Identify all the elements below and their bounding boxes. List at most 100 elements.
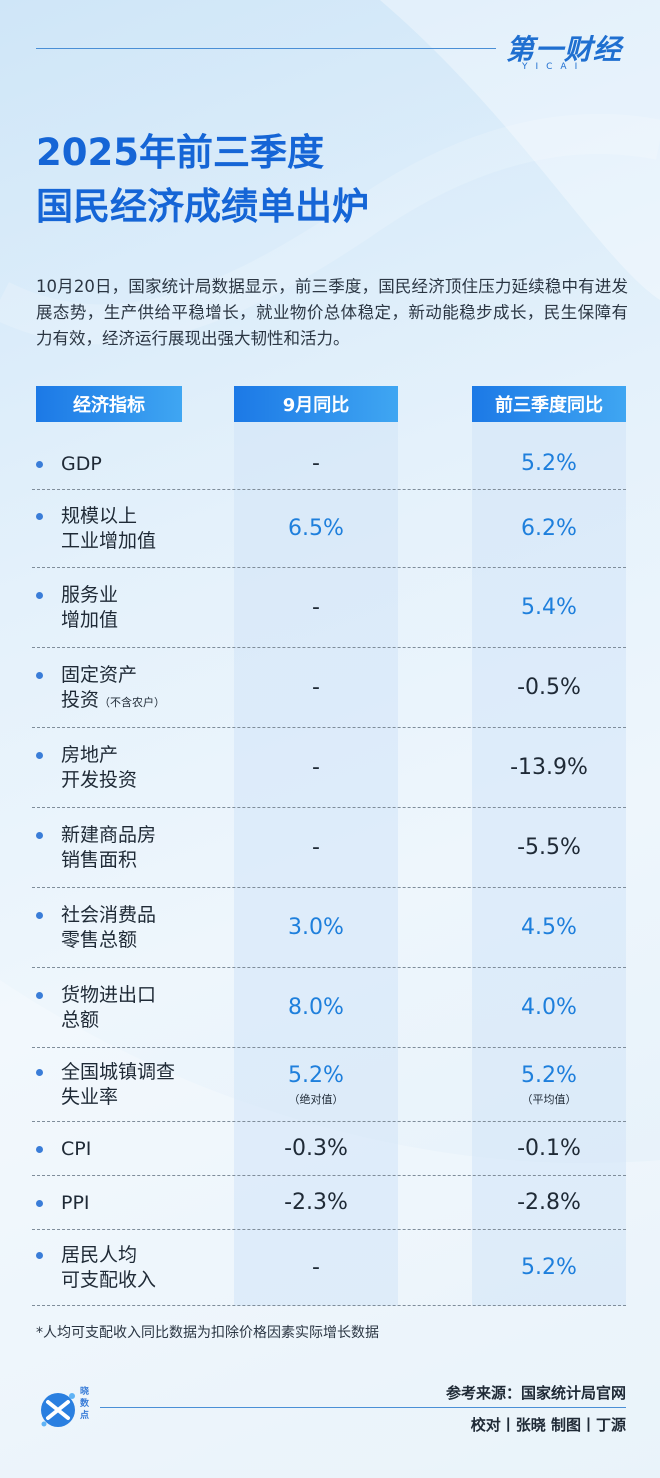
table-row: 全国城镇调查 失业率 5.2% （绝对值） 5.2% （平均值）	[32, 1048, 626, 1122]
ytd-value: 4.5%	[472, 915, 626, 941]
table-row: GDP - 5.2%	[32, 438, 626, 490]
table-row: 固定资产 投资（不含农户） - -0.5%	[32, 648, 626, 728]
ytd-value: 5.4%	[472, 595, 626, 621]
ytd-value-text: -5.5%	[517, 835, 581, 860]
september-value: -	[234, 675, 398, 701]
indicator-label: 新建商品房 销售面积	[61, 823, 156, 873]
indicator-label-line1: PPI	[61, 1191, 90, 1214]
indicator-label-line2: 总额	[61, 1009, 100, 1031]
indicator-label-line1: 新建商品房	[61, 824, 157, 846]
indicator-qualifier: （不含农户）	[99, 696, 166, 709]
ytd-value: 5.2% （平均值）	[472, 1063, 626, 1107]
september-value: 8.0%	[234, 995, 398, 1021]
row-bullet-icon	[36, 1069, 43, 1076]
footnote: *人均可支配收入同比数据为扣除价格因素实际增长数据	[36, 1325, 379, 1341]
indicator-label-line1: 货物进出口	[61, 984, 157, 1006]
ytd-value-text: -13.9%	[510, 755, 588, 780]
indicator-label-line1: GDP	[61, 452, 102, 475]
indicator-label: 规模以上 工业增加值	[61, 504, 156, 554]
september-value: 6.5%	[234, 516, 398, 542]
title-line-1: 2025年前三季度	[36, 131, 324, 174]
indicator-label-line2: 开发投资	[61, 769, 138, 791]
ytd-value: -5.5%	[472, 835, 626, 861]
ytd-value: 5.2%	[472, 1255, 626, 1281]
table-row: 规模以上 工业增加值 6.5% 6.2%	[32, 490, 626, 568]
table-row: 社会消费品零售总额 3.0% 4.5%	[32, 888, 626, 968]
ytd-value-text: 6.2%	[521, 516, 577, 541]
september-value-text: 8.0%	[288, 995, 344, 1020]
indicator-label: 服务业 增加值	[61, 583, 118, 633]
indicator-label: 居民人均 可支配收入	[61, 1243, 156, 1293]
september-value-text: -0.3%	[284, 1136, 348, 1161]
table-row: CPI -0.3% -0.1%	[32, 1122, 626, 1176]
source-credit: 参考来源：国家统计局官网	[445, 1384, 626, 1402]
ytd-value-text: 4.5%	[521, 915, 577, 940]
indicator-label-line1: 规模以上	[61, 505, 138, 527]
september-value-text: -	[312, 1255, 320, 1280]
logo-text: 第一财经	[506, 33, 623, 66]
ytd-value: -0.1%	[472, 1136, 626, 1162]
xiaoshudian-logo-icon	[41, 1393, 75, 1427]
header-indicator: 经济指标	[36, 386, 182, 422]
yicai-logo: 第一财经 YICAI	[506, 28, 630, 76]
september-value: -	[234, 755, 398, 781]
row-bullet-icon	[36, 1252, 43, 1259]
row-bullet-icon	[36, 992, 43, 999]
table-row: PPI -2.3% -2.8%	[32, 1176, 626, 1230]
indicator-label: PPI	[61, 1191, 90, 1216]
ytd-value-text: -0.1%	[517, 1136, 581, 1161]
row-bullet-icon	[36, 672, 43, 679]
september-value: -	[234, 835, 398, 861]
header-september-yoy: 9月同比	[234, 386, 398, 422]
table-row: 服务业增加值 - 5.4%	[32, 568, 626, 648]
ytd-value-text: 5.2%	[521, 1255, 577, 1280]
row-bullet-icon	[36, 513, 43, 520]
indicator-label-line2: 零售总额	[61, 929, 138, 951]
row-bullet-icon	[36, 752, 43, 759]
september-value-text: -	[312, 835, 320, 860]
ytd-value-text: 4.0%	[521, 995, 577, 1020]
september-value-text: 3.0%	[288, 915, 344, 940]
indicator-label: GDP	[61, 452, 102, 477]
row-bullet-icon	[36, 1199, 43, 1207]
indicator-label-line1: 社会消费品	[61, 904, 157, 926]
september-value: -	[234, 1255, 398, 1281]
indicator-label-line1: 全国城镇调查	[61, 1061, 176, 1083]
september-value-text: 5.2%	[288, 1063, 344, 1088]
column-band-ytd	[472, 386, 626, 1306]
indicator-label-line1: 服务业	[61, 584, 119, 606]
ytd-value-text: 5.2%	[521, 1063, 577, 1088]
ytd-value: 6.2%	[472, 516, 626, 542]
row-bullet-icon	[36, 1145, 43, 1153]
table-row: 货物进出口总额 8.0% 4.0%	[32, 968, 626, 1048]
indicator-label-line1: 居民人均	[61, 1244, 138, 1266]
ytd-value: -13.9%	[472, 755, 626, 781]
header-ytd-yoy: 前三季度同比	[472, 386, 626, 422]
row-bullet-icon	[36, 912, 43, 919]
indicator-label-line2: 投资	[61, 689, 100, 711]
intro-paragraph: 10月20日，国家统计局数据显示，前三季度，国民经济顶住压力延续稳中有进发展态势…	[36, 277, 628, 348]
september-value: -	[234, 451, 398, 477]
ytd-value: 4.0%	[472, 995, 626, 1021]
september-value: -	[234, 595, 398, 621]
september-value-text: -	[312, 755, 320, 780]
ytd-value: -2.8%	[472, 1190, 626, 1216]
indicator-label-line2: 失业率	[61, 1086, 119, 1108]
september-value: 5.2% （绝对值）	[234, 1063, 398, 1107]
header-rule	[36, 48, 496, 49]
logo-subtext: YICAI	[522, 62, 586, 72]
september-value-text: -	[312, 595, 320, 620]
september-value-text: -	[312, 451, 320, 476]
page-title: 2025年前三季度 国民经济成绩单出炉	[36, 126, 369, 234]
september-value: -0.3%	[234, 1136, 398, 1162]
indicator-label: 全国城镇调查 失业率	[61, 1060, 175, 1110]
author-credits: 校对丨张晓 制图丨丁源	[470, 1416, 626, 1434]
column-band-september	[234, 386, 398, 1306]
indicator-label-line2: 可支配收入	[61, 1269, 157, 1291]
row-bullet-icon	[36, 832, 43, 839]
indicator-label: 固定资产 投资（不含农户）	[61, 663, 165, 715]
indicator-label-line2: 增加值	[61, 609, 119, 631]
table-row: 房地产 开发投资 - -13.9%	[32, 728, 626, 808]
ytd-value-note: （平均值）	[521, 1093, 577, 1106]
ytd-value-text: 5.2%	[521, 451, 577, 476]
